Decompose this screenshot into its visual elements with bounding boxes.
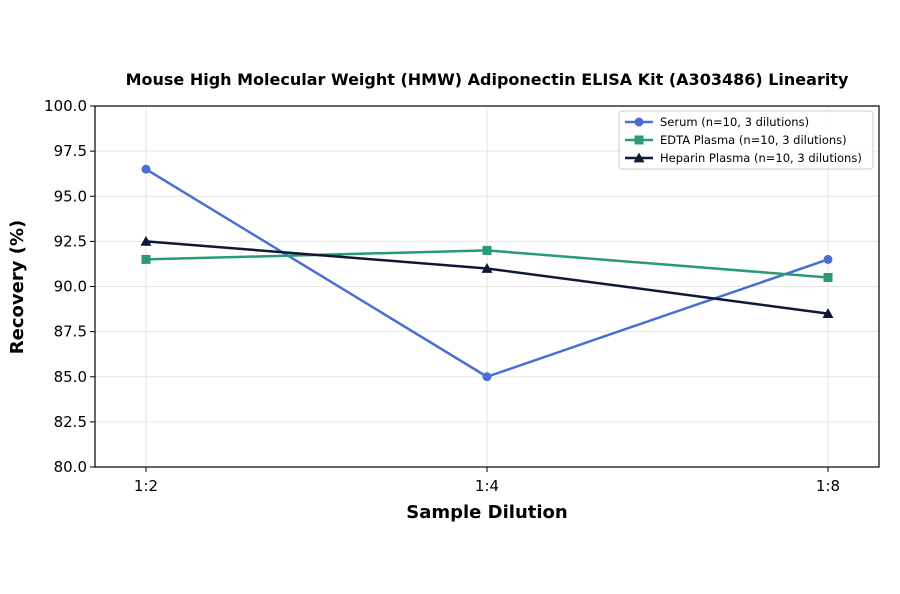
legend-label: Serum (n=10, 3 dilutions) bbox=[660, 115, 809, 129]
legend-box bbox=[618, 110, 874, 170]
data-point bbox=[823, 254, 833, 264]
y-tick-label: 97.5 bbox=[54, 142, 87, 160]
data-point bbox=[141, 254, 151, 264]
series-layer bbox=[140, 164, 834, 382]
y-tick-label: 92.5 bbox=[54, 232, 87, 250]
legend-item: Serum (n=10, 3 dilutions) bbox=[625, 115, 809, 129]
x-axis-label: Sample Dilution bbox=[406, 502, 567, 523]
y-tick-label: 100.0 bbox=[44, 97, 87, 115]
y-tick-label: 82.5 bbox=[54, 413, 87, 431]
series-2 bbox=[140, 235, 834, 318]
data-point bbox=[140, 235, 152, 246]
series-1 bbox=[141, 245, 833, 282]
legend-label: Heparin Plasma (n=10, 3 dilutions) bbox=[660, 151, 862, 165]
chart-title: Mouse High Molecular Weight (HMW) Adipon… bbox=[126, 70, 849, 89]
legend-marker bbox=[634, 135, 644, 145]
y-tick-label: 87.5 bbox=[54, 323, 87, 341]
x-tick-label: 1:2 bbox=[134, 477, 158, 495]
y-axis: 80.0 82.5 85.0 87.5 90.0 92.5 95.0 97.5 100.0 bbox=[44, 97, 95, 476]
y-tick-label: 80.0 bbox=[54, 458, 87, 476]
y-tick-label: 85.0 bbox=[54, 368, 87, 386]
y-tick-label: 90.0 bbox=[54, 278, 87, 296]
y-tick-label: 95.0 bbox=[54, 187, 87, 205]
legend: Serum (n=10, 3 dilutions) EDTA Plasma (n=… bbox=[618, 110, 874, 170]
legend-marker bbox=[634, 117, 644, 127]
data-point bbox=[823, 272, 833, 282]
data-point bbox=[482, 372, 492, 382]
legend-label: EDTA Plasma (n=10, 3 dilutions) bbox=[660, 133, 847, 147]
legend-item: EDTA Plasma (n=10, 3 dilutions) bbox=[625, 133, 847, 147]
x-axis: 1:2 1:4 1:8 bbox=[134, 467, 840, 495]
data-point bbox=[481, 262, 493, 273]
x-tick-label: 1:4 bbox=[475, 477, 499, 495]
legend-marker bbox=[633, 152, 645, 163]
data-point bbox=[482, 245, 492, 255]
legend-item: Heparin Plasma (n=10, 3 dilutions) bbox=[625, 151, 862, 165]
data-point bbox=[822, 308, 834, 318]
x-tick-label: 1:8 bbox=[816, 477, 840, 495]
y-axis-label: Recovery (%) bbox=[7, 220, 28, 354]
data-point bbox=[141, 164, 151, 174]
